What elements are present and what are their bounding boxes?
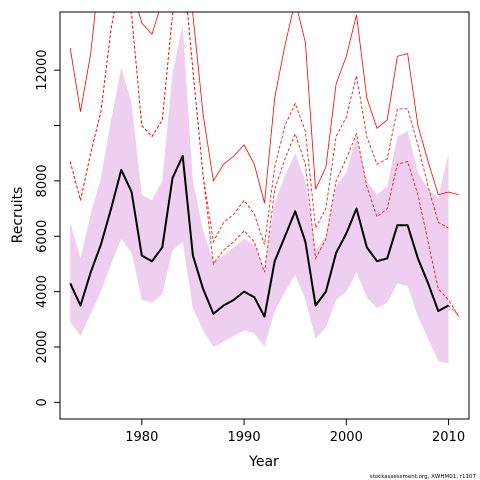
plot-area: [69, 12, 460, 364]
series-line-previous-upper: [69, 12, 459, 204]
credit-text: stockassessment.org, XWHM01, r1107: [370, 474, 477, 480]
y-axis: 0 2000 4000 6000 8000 12000: [35, 49, 60, 407]
series-line-previous-lower: [69, 12, 460, 317]
x-tick-label: 1980: [125, 430, 158, 445]
recruits-estimate-line: [69, 155, 449, 318]
plot-frame: [59, 11, 470, 420]
y-tick-label: 2000: [35, 330, 50, 363]
x-axis-title: Year: [248, 454, 279, 470]
x-tick-label: 2010: [432, 430, 465, 445]
y-axis-title: Recruits: [10, 187, 26, 244]
y-tick-label: 0: [35, 398, 50, 406]
x-tick-label: 2000: [330, 430, 363, 445]
confidence-band: [70, 25, 449, 364]
x-tick-label: 1990: [228, 430, 261, 445]
y-tick-label: 4000: [35, 275, 50, 308]
x-axis: 1980 1990 2000 2010: [125, 419, 465, 445]
y-tick-label: 8000: [35, 164, 50, 197]
y-tick-label: 6000: [35, 220, 50, 253]
y-tick-label: 12000: [35, 49, 50, 90]
